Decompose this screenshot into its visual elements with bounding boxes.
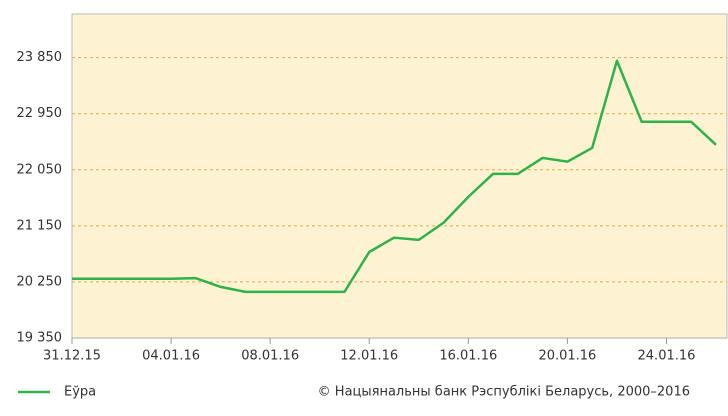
x-tick-label: 24.01.16: [638, 349, 696, 364]
y-tick-label: 22 050: [17, 162, 63, 177]
plot-area: [71, 13, 728, 339]
y-tick-label: 20 250: [17, 274, 63, 289]
y-tick-label: 23 850: [17, 50, 63, 65]
x-tick-label: 16.01.16: [439, 349, 497, 364]
line: [72, 59, 717, 294]
x-tick-label: 04.01.16: [142, 349, 200, 364]
x-tick-label: 08.01.16: [241, 349, 299, 364]
x-tick-label: 31.12.15: [43, 349, 101, 364]
y-tick-label: 21 150: [17, 218, 63, 233]
x-tick-label: 20.01.16: [538, 349, 596, 364]
y-tick-label: 22 950: [17, 106, 63, 121]
legend-label: Еўра: [64, 385, 96, 400]
x-tick-label: 12.01.16: [340, 349, 398, 364]
source: © Нацыянальны банк Рэспублікі Беларусь, …: [318, 385, 690, 400]
y-tick-label: 19 350: [17, 331, 63, 346]
